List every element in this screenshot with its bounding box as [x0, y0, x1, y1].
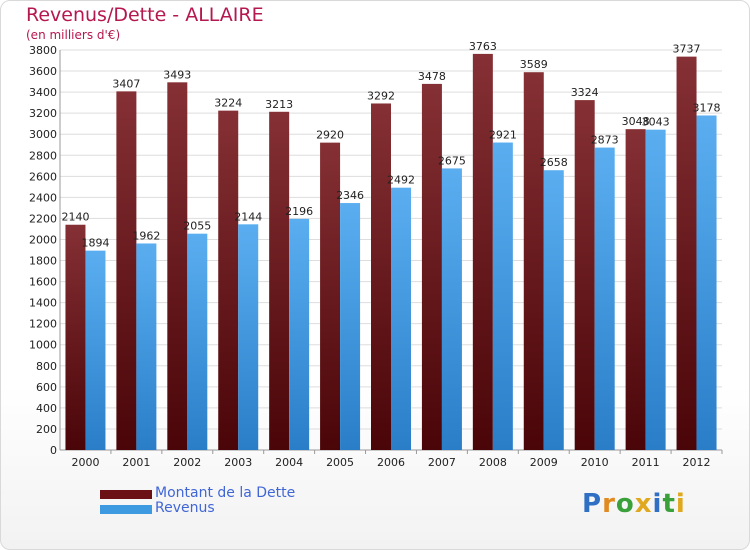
bar-revenus: [187, 233, 208, 450]
bar-dette: [371, 103, 391, 450]
y-tick-label: 200: [36, 423, 57, 436]
bar-dette: [116, 91, 137, 451]
x-tick-label: 2005: [326, 456, 354, 469]
y-tick-label: 1400: [29, 297, 57, 310]
data-label-revenus: 2921: [489, 129, 517, 142]
y-tick-label: 400: [36, 402, 57, 415]
data-label-revenus: 2055: [183, 220, 211, 233]
bar-revenus: [543, 170, 564, 451]
data-label-revenus: 2675: [438, 154, 466, 167]
y-tick-label: 3000: [29, 128, 57, 141]
y-tick-label: 600: [36, 381, 57, 394]
legend-swatch-dette: [100, 490, 152, 499]
x-tick-label: 2010: [581, 456, 609, 469]
data-label-dette: 3737: [673, 43, 701, 56]
y-tick-label: 3800: [29, 44, 57, 57]
y-tick-label: 3200: [29, 107, 57, 120]
x-tick-label: 2011: [632, 456, 660, 469]
bar-revenus: [85, 250, 106, 450]
bar-dette: [65, 224, 86, 450]
x-tick-label: 2012: [683, 456, 711, 469]
bar-revenus: [594, 147, 615, 450]
data-label-dette: 3493: [163, 68, 191, 81]
data-label-revenus: 2873: [591, 134, 619, 147]
data-label-revenus: 2492: [387, 174, 415, 187]
bar-revenus: [289, 218, 310, 450]
y-tick-label: 1800: [29, 255, 57, 268]
legend-label-revenus: Revenus: [155, 500, 215, 516]
y-tick-label: 2200: [29, 212, 57, 225]
data-label-revenus: 1962: [132, 229, 160, 242]
bar-revenus: [696, 115, 717, 450]
data-label-revenus: 2196: [285, 205, 313, 218]
x-tick-label: 2002: [173, 456, 201, 469]
x-tick-label: 2008: [479, 456, 507, 469]
y-tick-label: 3600: [29, 65, 57, 78]
y-tick-label: 2000: [29, 233, 57, 246]
y-tick-label: 1600: [29, 276, 57, 289]
bar-dette: [320, 142, 341, 450]
x-tick-label: 2001: [122, 456, 150, 469]
data-label-dette: 2140: [61, 211, 89, 224]
data-label-revenus: 2144: [234, 210, 262, 223]
data-label-dette: 3224: [214, 97, 242, 110]
bar-dette: [574, 100, 595, 451]
y-tick-label: 3400: [29, 86, 57, 99]
x-tick-label: 2004: [275, 456, 303, 469]
bar-revenus: [645, 129, 666, 450]
data-label-dette: 3478: [418, 70, 446, 83]
chart-subtitle: (en milliers d'€): [26, 28, 121, 42]
proxiti-logo: Proxiti: [582, 489, 686, 519]
data-label-dette: 3048: [622, 115, 650, 128]
bar-dette: [523, 72, 544, 451]
bar-revenus: [492, 142, 513, 451]
bar-dette: [472, 53, 493, 450]
y-tick-label: 1000: [29, 339, 57, 352]
y-tick-label: 1200: [29, 318, 57, 331]
y-tick-label: 2800: [29, 149, 57, 162]
data-label-dette: 3407: [112, 77, 140, 90]
data-label-dette: 3324: [571, 86, 599, 99]
y-tick-label: 0: [50, 444, 57, 457]
bar-revenus: [441, 168, 462, 450]
legend-label-dette: Montant de la Dette: [155, 485, 296, 501]
data-label-dette: 3213: [265, 98, 293, 111]
y-tick-label: 2400: [29, 191, 57, 204]
data-label-revenus: 3043: [642, 116, 670, 129]
bar-dette: [625, 129, 646, 450]
chart-title: Revenus/Dette - ALLAIRE: [26, 4, 264, 26]
data-label-dette: 3763: [469, 40, 497, 53]
data-label-revenus: 2658: [540, 156, 568, 169]
bar-dette: [167, 82, 188, 450]
legend-swatch-revenus: [100, 505, 152, 514]
bar-revenus: [340, 203, 361, 450]
data-label-dette: 3292: [367, 89, 395, 102]
bar-revenus: [391, 187, 411, 450]
bar-dette: [676, 56, 697, 450]
y-tick-label: 2600: [29, 170, 57, 183]
data-label-dette: 2920: [316, 129, 344, 142]
bar-dette: [218, 110, 239, 450]
bar-dette: [269, 111, 290, 450]
data-label-dette: 3589: [520, 58, 548, 71]
bar-dette: [421, 83, 442, 450]
data-label-revenus: 1894: [81, 237, 109, 250]
x-tick-label: 2007: [428, 456, 456, 469]
bar-revenus: [136, 243, 157, 450]
x-tick-label: 2009: [530, 456, 558, 469]
x-tick-label: 2003: [224, 456, 252, 469]
y-tick-label: 800: [36, 360, 57, 373]
data-label-revenus: 2346: [336, 189, 364, 202]
bar-revenus: [238, 224, 259, 450]
data-label-revenus: 3178: [693, 101, 721, 114]
x-tick-label: 2000: [71, 456, 99, 469]
x-tick-label: 2006: [377, 456, 405, 469]
